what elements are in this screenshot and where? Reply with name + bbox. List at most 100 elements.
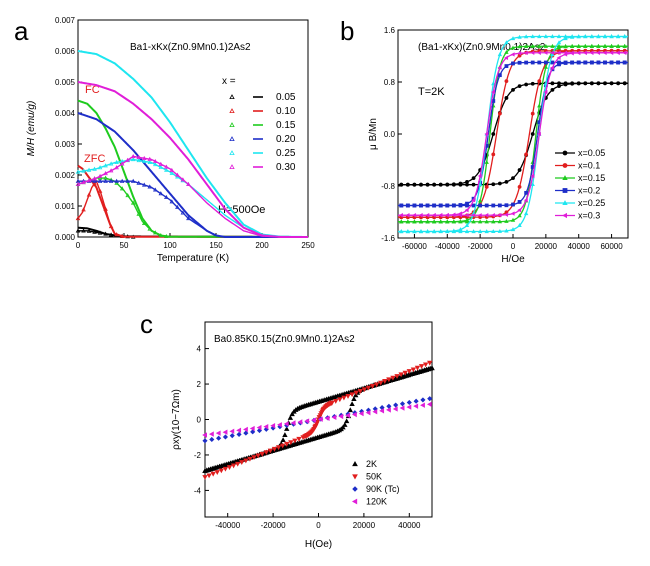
- series-marker-c: [206, 473, 212, 479]
- series-marker-b: [504, 218, 509, 223]
- series-marker-b: [471, 203, 476, 208]
- series-marker-c: [372, 409, 378, 415]
- zfc-annotation: ZFC: [84, 153, 105, 165]
- series-marker-b: [543, 43, 549, 48]
- series-marker-b: [504, 79, 509, 84]
- fc-annotation: FC: [85, 84, 100, 96]
- legend-marker-c: [351, 498, 358, 505]
- series-marker-b: [517, 84, 522, 89]
- series-marker-c: [209, 436, 215, 443]
- series-marker-c: [399, 405, 405, 411]
- series-marker-b: [510, 211, 515, 216]
- x-tick-label-c: 20000: [353, 521, 376, 530]
- zfc-marker-a: [108, 224, 114, 229]
- series-marker-b: [491, 152, 496, 157]
- series-marker-b: [622, 60, 627, 65]
- series-marker-b: [569, 43, 575, 48]
- x-tick-label-a: 100: [163, 241, 177, 250]
- zfc-marker-a: [86, 228, 92, 233]
- zfc-marker-a: [92, 229, 97, 234]
- legend-marker-b: [562, 175, 568, 181]
- series-marker-b: [563, 81, 568, 86]
- series-marker-b: [484, 219, 489, 224]
- panel-letter-a: a: [14, 16, 29, 46]
- x-tick-label-b: 0: [511, 242, 516, 251]
- series-marker-b: [418, 219, 424, 224]
- series-marker-b: [484, 229, 489, 234]
- zfc-marker-a: [186, 215, 191, 221]
- y-tick-label-a: 0.007: [55, 16, 76, 25]
- series-marker-b: [405, 203, 410, 208]
- series-marker-b: [609, 43, 614, 48]
- series-marker-c: [426, 401, 432, 407]
- series-marker-b: [418, 213, 423, 218]
- series-marker-b: [537, 43, 542, 48]
- series-marker-b: [471, 213, 476, 218]
- series-marker-c: [284, 441, 290, 447]
- series-marker-c: [263, 423, 269, 430]
- zfc-marker-a: [103, 178, 108, 183]
- legend-label-c: 2K: [366, 459, 377, 469]
- series-line-a-0.10-zfc: [77, 179, 125, 238]
- series-marker-b: [438, 219, 443, 224]
- series-marker-c: [250, 429, 256, 435]
- series-marker-c: [229, 428, 235, 434]
- series-marker-c: [218, 468, 225, 474]
- series-marker-b: [431, 219, 437, 224]
- series-marker-c: [427, 396, 433, 402]
- series-marker-b: [517, 60, 522, 65]
- zfc-marker-a: [108, 161, 114, 166]
- series-marker-b: [484, 184, 489, 189]
- series-marker-b: [570, 60, 575, 65]
- series-marker-b: [458, 229, 463, 234]
- series-marker-c: [427, 360, 433, 366]
- zfc-marker-a: [81, 180, 86, 185]
- zfc-marker-a: [136, 158, 141, 163]
- series-marker-b: [471, 182, 476, 187]
- series-marker-b: [596, 43, 601, 48]
- legend-marker-zfc-a: [229, 164, 235, 170]
- series-marker-c: [243, 426, 248, 433]
- zfc-marker-a: [75, 215, 81, 221]
- legend-marker-c: [352, 486, 358, 492]
- series-marker-b: [589, 50, 594, 55]
- series-marker-b: [451, 219, 457, 224]
- series-marker-b: [497, 228, 503, 233]
- zfc-marker-a: [130, 157, 136, 162]
- series-marker-b: [491, 203, 496, 208]
- series-marker-b: [477, 213, 482, 218]
- chart-a: 0 50 100 150 200 250 0.000 0.001 0.002 0.003 0.004…: [26, 16, 315, 264]
- legend-marker-b: [562, 212, 567, 219]
- series-marker-b: [596, 50, 601, 55]
- series-marker-c: [406, 399, 412, 406]
- y-tick-label-a: 0.000: [55, 233, 76, 242]
- y-tick-label-a: 0.002: [55, 171, 76, 180]
- zfc-marker-a: [147, 226, 153, 231]
- zfc-marker-a: [125, 178, 130, 183]
- series-marker-c: [414, 365, 421, 371]
- series-marker-c: [340, 424, 346, 430]
- series-marker-c: [222, 434, 228, 440]
- series-line-a-0.10-fc: [77, 164, 309, 238]
- series-marker-c: [331, 414, 337, 421]
- series-marker-c: [275, 445, 282, 451]
- series-marker-b: [419, 182, 423, 187]
- y-tick-label-c: 0: [197, 416, 202, 425]
- series-marker-c: [357, 389, 363, 394]
- series-marker-c: [215, 430, 221, 436]
- zfc-marker-a: [153, 158, 158, 164]
- series-marker-c: [243, 430, 249, 436]
- series-marker-b: [510, 45, 516, 50]
- series-marker-c: [337, 397, 343, 403]
- x-tick-label-c: -20000: [261, 521, 286, 530]
- series-line-a-0.20-zfc: [78, 180, 226, 238]
- x-tick-label-b: -40000: [435, 242, 460, 251]
- series-marker-b: [458, 211, 463, 216]
- series-marker-c: [256, 424, 262, 431]
- series-marker-c: [422, 362, 429, 368]
- series-marker-b: [523, 34, 529, 39]
- zfc-marker-a: [97, 173, 103, 178]
- y-axis-label-a: M/H (emu/g): [26, 101, 37, 157]
- series-marker-b: [511, 176, 515, 181]
- zfc-marker-a: [186, 181, 191, 186]
